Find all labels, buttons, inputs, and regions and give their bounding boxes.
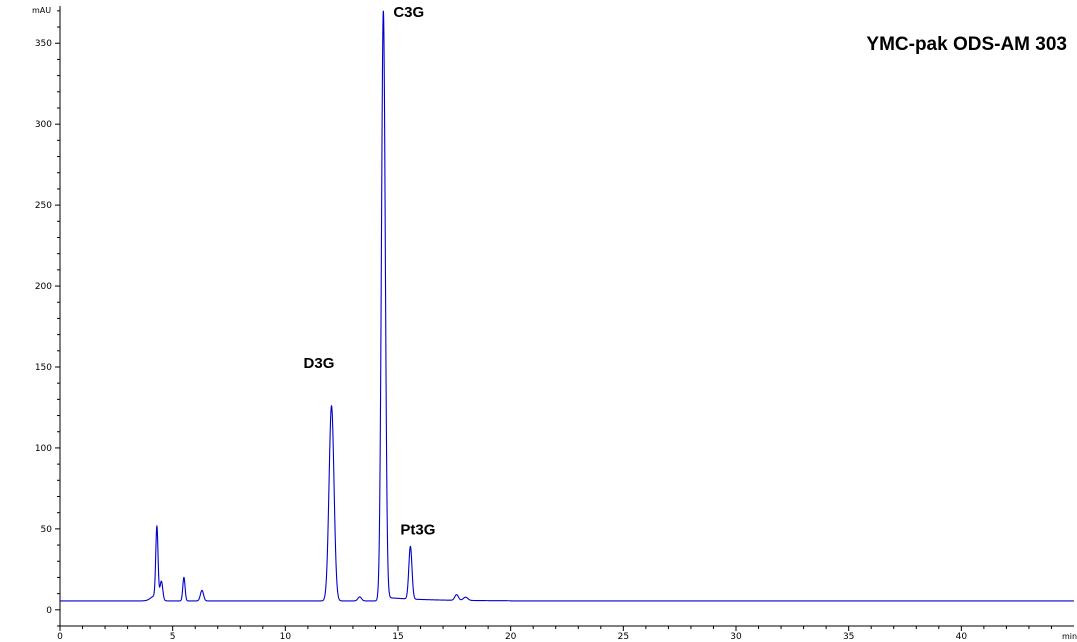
tick-marks: [55, 10, 1052, 631]
chart-title: YMC-pak ODS-AM 303: [866, 34, 1067, 55]
y-tick-label: 200: [35, 282, 52, 292]
chromatogram-trace: [60, 10, 1074, 602]
x-tick-label: 0: [57, 632, 63, 642]
y-tick-label: 0: [46, 606, 52, 616]
peak-annotations: D3G C3G Pt3G: [304, 4, 436, 538]
y-tick-label: 50: [41, 525, 53, 535]
trace-layer: [60, 10, 1074, 602]
y-axis-unit-label: mAU: [32, 6, 51, 15]
x-tick-label: 40: [956, 632, 968, 642]
x-axis-unit-label: min: [1062, 632, 1077, 641]
y-tick-label: 300: [35, 120, 52, 130]
x-tick-label: 5: [170, 632, 176, 642]
peak-label-d3g: D3G: [304, 355, 335, 372]
x-tick-label: 30: [730, 632, 742, 642]
x-tick-label: 25: [618, 632, 629, 642]
x-tick-label: 15: [392, 632, 403, 642]
peak-label-pt3g: Pt3G: [400, 521, 435, 538]
y-tick-label: 150: [35, 363, 52, 373]
tick-labels: 0 50 100 150 200 250 300 350 0 5 10 15 20 25 30 35 40: [35, 39, 968, 642]
y-tick-label: 250: [35, 201, 52, 211]
y-tick-label: 350: [35, 39, 52, 49]
x-tick-label: 20: [505, 632, 517, 642]
peak-label-c3g: C3G: [393, 4, 424, 21]
axes: [59, 6, 1074, 627]
x-tick-label: 35: [843, 632, 854, 642]
y-tick-label: 100: [35, 444, 52, 454]
x-tick-label: 10: [280, 632, 292, 642]
